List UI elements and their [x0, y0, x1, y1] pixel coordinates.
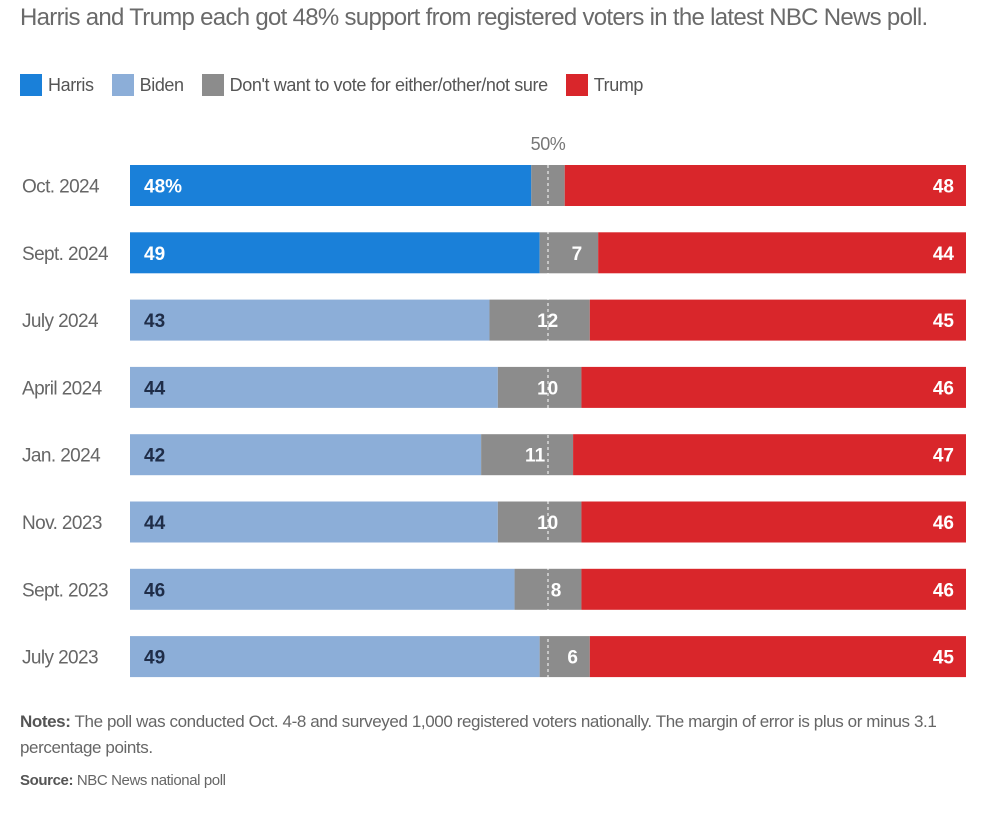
- data-label-dem: 42: [144, 446, 165, 467]
- legend-swatch-biden: [111, 74, 134, 96]
- data-label-other: 10: [537, 513, 558, 534]
- bar-segment-trump: [564, 165, 966, 206]
- legend-label-trump: Trump: [593, 74, 644, 95]
- data-label-trump: 48: [933, 177, 954, 198]
- bar-segment-trump: [581, 568, 966, 610]
- data-label-other: 8: [551, 580, 562, 601]
- bar-segment-other: [481, 434, 574, 476]
- legend-label-biden: Biden: [139, 74, 184, 95]
- data-label-dem: 49: [144, 244, 165, 265]
- bar-segment-other: [539, 232, 599, 274]
- data-label-dem: 46: [144, 580, 165, 601]
- source-label: Source:: [20, 772, 74, 789]
- bar-segment-biden: [130, 434, 482, 476]
- bar-segment-trump: [589, 299, 966, 341]
- notes-label: Notes:: [20, 712, 71, 731]
- bar-segment-biden: [130, 299, 490, 341]
- legend-swatch-other: [201, 74, 224, 96]
- data-label-dem: 44: [144, 378, 166, 399]
- category-label: July 2024: [22, 311, 99, 332]
- category-label: Sept. 2024: [22, 244, 109, 265]
- legend-item-other: Don't want to vote for either/other/not …: [201, 74, 548, 96]
- data-label-dem: 43: [144, 311, 165, 332]
- data-label-other: 7: [572, 244, 583, 265]
- legend: Harris Biden Don't want to vote for eith…: [20, 73, 661, 97]
- source: Source: NBC News national poll: [20, 772, 226, 789]
- data-label-trump: 46: [933, 378, 954, 399]
- bar-segment-other: [489, 299, 590, 341]
- bar-segment-trump: [573, 434, 966, 476]
- bar-segment-trump: [581, 366, 966, 408]
- data-label-trump: 46: [933, 580, 954, 601]
- bar-segment-trump: [581, 501, 966, 543]
- stacked-bar-chart: Oct. 2024 48% 48 Sept. 2024 49 7 44 July 2024 43…: [22, 134, 966, 678]
- category-label: Oct. 2024: [22, 177, 100, 198]
- source-text: NBC News national poll: [76, 772, 226, 789]
- category-label: Sept. 2023: [22, 580, 108, 601]
- category-label: April 2024: [22, 378, 103, 399]
- bar-segment-other: [497, 366, 582, 408]
- data-label-dem: 44: [144, 513, 166, 534]
- bar-segment-trump: [589, 636, 966, 678]
- bar-segment-biden: [130, 366, 498, 408]
- bar-segment-harris: [130, 165, 532, 206]
- legend-label-other: Don't want to vote for either/other/not …: [229, 74, 548, 95]
- category-label: Jan. 2024: [22, 446, 101, 467]
- data-label-trump: 47: [933, 446, 954, 467]
- bar-segment-trump: [598, 232, 966, 274]
- bar-segment-biden: [130, 568, 515, 610]
- data-label-dem: 49: [144, 648, 165, 669]
- data-label-dem: 48%: [144, 177, 182, 198]
- data-label-other: 11: [525, 446, 546, 467]
- legend-item-trump: Trump: [565, 74, 644, 96]
- bar-segment-other: [539, 636, 590, 678]
- legend-item-biden: Biden: [111, 74, 184, 96]
- legend-label-harris: Harris: [48, 74, 94, 95]
- legend-swatch-trump: [565, 74, 588, 96]
- bar-segment-harris: [130, 232, 540, 274]
- legend-swatch-harris: [20, 74, 42, 96]
- data-label-trump: 45: [933, 648, 955, 669]
- category-label: July 2023: [22, 648, 98, 669]
- bar-segment-biden: [130, 501, 498, 543]
- bar-segment-other: [497, 501, 582, 543]
- data-label-other: 6: [567, 648, 578, 669]
- notes: Notes: The poll was conducted Oct. 4-8 a…: [20, 709, 970, 761]
- data-label-trump: 46: [933, 513, 954, 534]
- notes-text: The poll was conducted Oct. 4-8 and surv…: [20, 712, 937, 757]
- data-label-trump: 45: [933, 311, 955, 332]
- legend-item-harris: Harris: [20, 74, 94, 96]
- reference-label-50: 50%: [531, 134, 566, 154]
- bar-segment-biden: [130, 636, 540, 678]
- category-label: Nov. 2023: [22, 513, 102, 534]
- data-label-trump: 44: [933, 244, 955, 265]
- chart-title: Harris and Trump each got 48% support fr…: [20, 4, 928, 31]
